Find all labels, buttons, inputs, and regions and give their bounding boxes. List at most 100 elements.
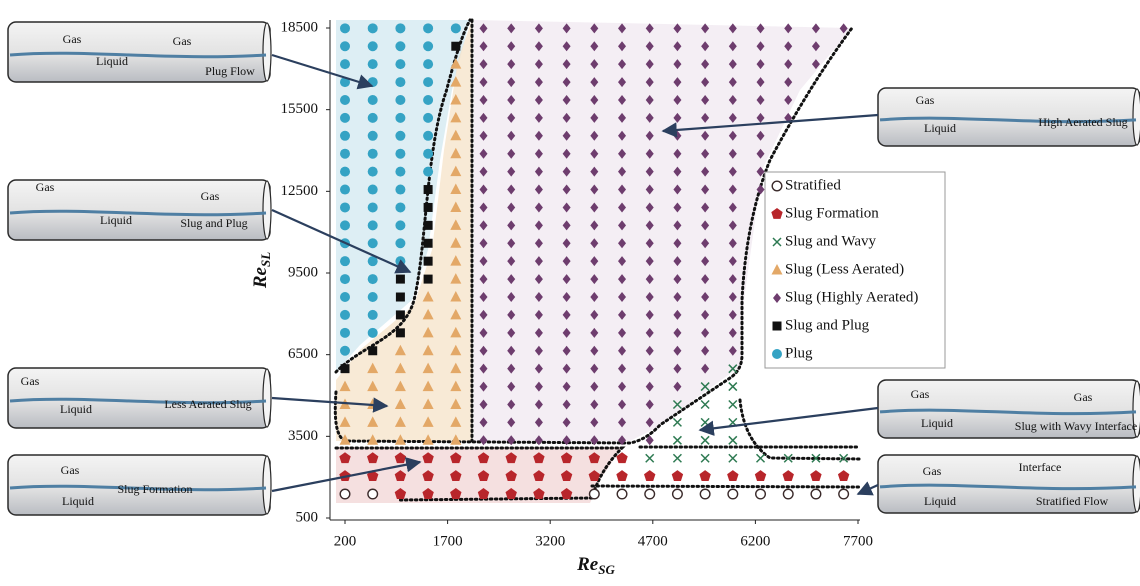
point [645,489,655,499]
point [368,59,378,69]
diagram-label: Gas [63,32,82,46]
point [395,77,405,87]
legend-label: Slug (Highly Aerated) [785,289,918,305]
legend-label: Slug and Plug [785,317,870,333]
x-axis-title: ReSG [576,554,615,577]
y-tick-label: 12500 [281,183,319,199]
point [395,167,405,177]
point [340,185,350,195]
diagram-label: Liquid [921,416,953,430]
point [340,95,350,105]
point [423,149,433,159]
point [395,131,405,141]
point [423,95,433,105]
point [340,310,350,320]
point [395,220,405,230]
point [368,149,378,159]
point [423,59,433,69]
point [368,131,378,141]
point [646,454,654,462]
point [729,454,737,462]
legend-item: Slug (Less Aerated) [772,261,905,277]
point [395,41,405,51]
point [340,167,350,177]
diagram-label: High Aerated Slug [1038,115,1127,129]
legend-label: Slug (Less Aerated) [785,261,904,277]
diagram-label: Gas [36,180,55,194]
pipe-end [263,369,271,427]
flow-diagram: GasGasLiquidSlug with Wavy Interface [700,380,1140,438]
diagram-label: Gas [61,463,80,477]
point [340,59,350,69]
point [728,489,738,499]
pipe-end [263,181,271,239]
point [395,185,405,195]
diagram-label: Gas [923,464,942,478]
legend-label: Slug Formation [785,205,879,221]
point [699,470,710,481]
point [755,470,766,481]
point [395,113,405,123]
diagram-label: Gas [21,374,40,388]
point [701,436,709,444]
x-tick-label: 3200 [535,533,565,549]
point [368,274,378,284]
chart: ReSG ReSL 500350065009500125001550018500… [0,0,1140,581]
point [701,454,709,462]
pipe-end [263,456,271,514]
point [368,310,378,320]
diagram-label: Gas [911,387,930,401]
legend-marker [772,181,782,191]
point [368,113,378,123]
x-axis-title-sub: SG [598,562,615,577]
legend-label: Slug and Wavy [785,233,877,249]
legend-marker [773,322,782,331]
point [368,95,378,105]
y-tick-label: 500 [296,509,319,525]
point [340,149,350,159]
point [368,346,377,355]
point [810,470,821,481]
point [340,113,350,123]
diagram-label: Slug with Wavy Interface [1015,419,1137,433]
point [368,328,378,338]
point [616,452,627,463]
point [451,42,460,51]
diagram-label: Gas [173,34,192,48]
legend-item: Slug and Plug [773,317,870,333]
y-axis-title-sub: SL [258,252,273,267]
legend-item: Slug Formation [771,205,879,221]
point [700,489,710,499]
point [673,454,681,462]
point [672,470,683,481]
point [368,41,378,51]
point [811,489,821,499]
point [423,77,433,87]
diagram-label: Gas [916,93,935,107]
point [423,167,433,177]
point [395,238,405,248]
diagram-label: Stratified Flow [1036,494,1109,508]
point [423,23,433,33]
point [424,203,433,212]
point [340,328,350,338]
point [395,256,405,266]
y-tick-label: 18500 [281,19,319,35]
point [756,489,766,499]
point [783,489,793,499]
x-tick-label: 200 [334,533,357,549]
x-tick-label: 7700 [843,533,873,549]
diagram-label: Slug and Plug [180,216,247,230]
point [396,310,405,319]
point [729,400,737,408]
point [395,23,405,33]
point [424,239,433,248]
boundary [592,486,860,487]
point [701,418,709,426]
point [673,436,681,444]
point [340,346,350,356]
point [395,149,405,159]
y-tick-label: 6500 [288,346,318,362]
point [340,274,350,284]
point [368,202,378,212]
